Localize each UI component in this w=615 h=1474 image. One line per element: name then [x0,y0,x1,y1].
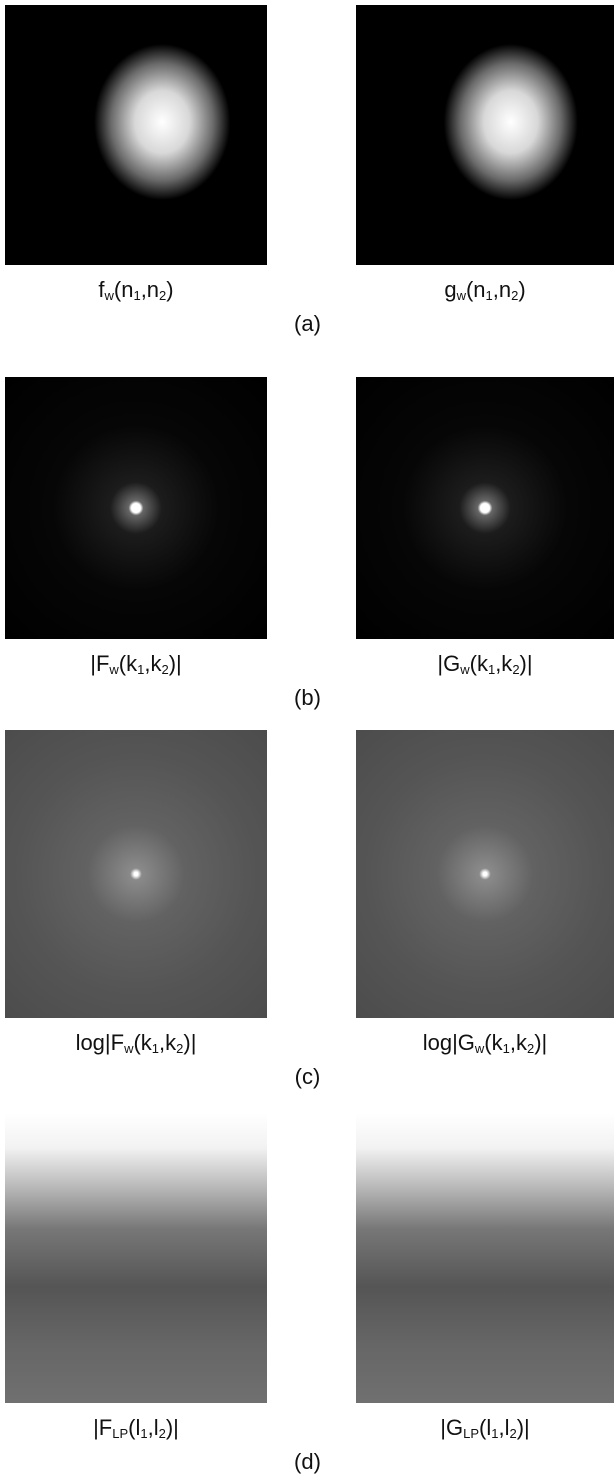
caption-subscript: 1 [486,288,493,303]
caption-subscript: 1 [152,1041,159,1056]
caption: log|Fw(k1,k2)| [5,1031,267,1061]
image-panel [356,377,614,639]
caption: log|Gw(k1,k2)| [356,1031,614,1061]
caption-text: ,k [495,651,512,676]
image-panel [5,377,267,639]
caption: fw(n1,n2) [5,278,267,308]
caption-text: (l [128,1415,140,1440]
caption-subscript: 2 [159,1426,166,1441]
caption-text: ,n [141,277,159,302]
panel-label: (b) [0,686,615,710]
caption-subscript: 1 [133,288,140,303]
caption-subscript: 1 [140,1426,147,1441]
caption: |Fw(k1,k2)| [5,652,267,682]
caption-text: ) [518,277,525,302]
caption-text: log|G [423,1030,475,1055]
panel-label: (a) [0,312,615,336]
caption-subscript: LP [112,1426,128,1441]
caption-subscript: LP [463,1426,479,1441]
image-panel [5,5,267,265]
caption-text: |G [437,651,460,676]
caption-text: ) [166,277,173,302]
caption: |GLP(l1,l2)| [356,1416,614,1446]
image-panel [5,1113,267,1403]
caption: |FLP(l1,l2)| [5,1416,267,1446]
caption-text: )| [169,651,182,676]
caption-subscript: 2 [509,1426,516,1441]
caption-subscript: w [457,288,466,303]
caption-subscript: 2 [161,662,168,677]
image-panel [356,5,614,265]
caption-text: ,l [148,1415,159,1440]
caption: |Gw(k1,k2)| [356,652,614,682]
caption-text: ,l [498,1415,509,1440]
caption-subscript: w [105,288,114,303]
caption-text: ,k [510,1030,527,1055]
caption-text: (n [114,277,134,302]
caption-text: (k [484,1030,502,1055]
caption-text: )| [166,1415,179,1440]
caption-subscript: w [460,662,469,677]
image-panel [356,1113,614,1403]
image-panel [5,730,267,1018]
caption: gw(n1,n2) [356,278,614,308]
image-panel [356,730,614,1018]
caption-text: |F [93,1415,112,1440]
caption-subscript: w [109,662,118,677]
caption-text: )| [183,1030,196,1055]
caption-text: (k [470,651,488,676]
caption-subscript: w [475,1041,484,1056]
caption-text: (n [466,277,486,302]
caption-text: |F [90,651,109,676]
caption-text: log|F [76,1030,125,1055]
caption-text: (k [119,651,137,676]
caption-subscript: 1 [503,1041,510,1056]
caption-text: ,n [493,277,511,302]
caption-subscript: 2 [512,662,519,677]
caption-text: ,k [144,651,161,676]
caption-text: (k [133,1030,151,1055]
panel-label: (d) [0,1450,615,1474]
caption-text: )| [534,1030,547,1055]
caption-text: )| [517,1415,530,1440]
caption-text: (l [479,1415,491,1440]
figure: (() => { const data = JSON.parse(documen… [0,0,615,1464]
caption-text: g [444,277,456,302]
panel-label: (c) [0,1065,615,1089]
caption-text: )| [520,651,533,676]
caption-text: ,k [159,1030,176,1055]
caption-text: |G [440,1415,463,1440]
